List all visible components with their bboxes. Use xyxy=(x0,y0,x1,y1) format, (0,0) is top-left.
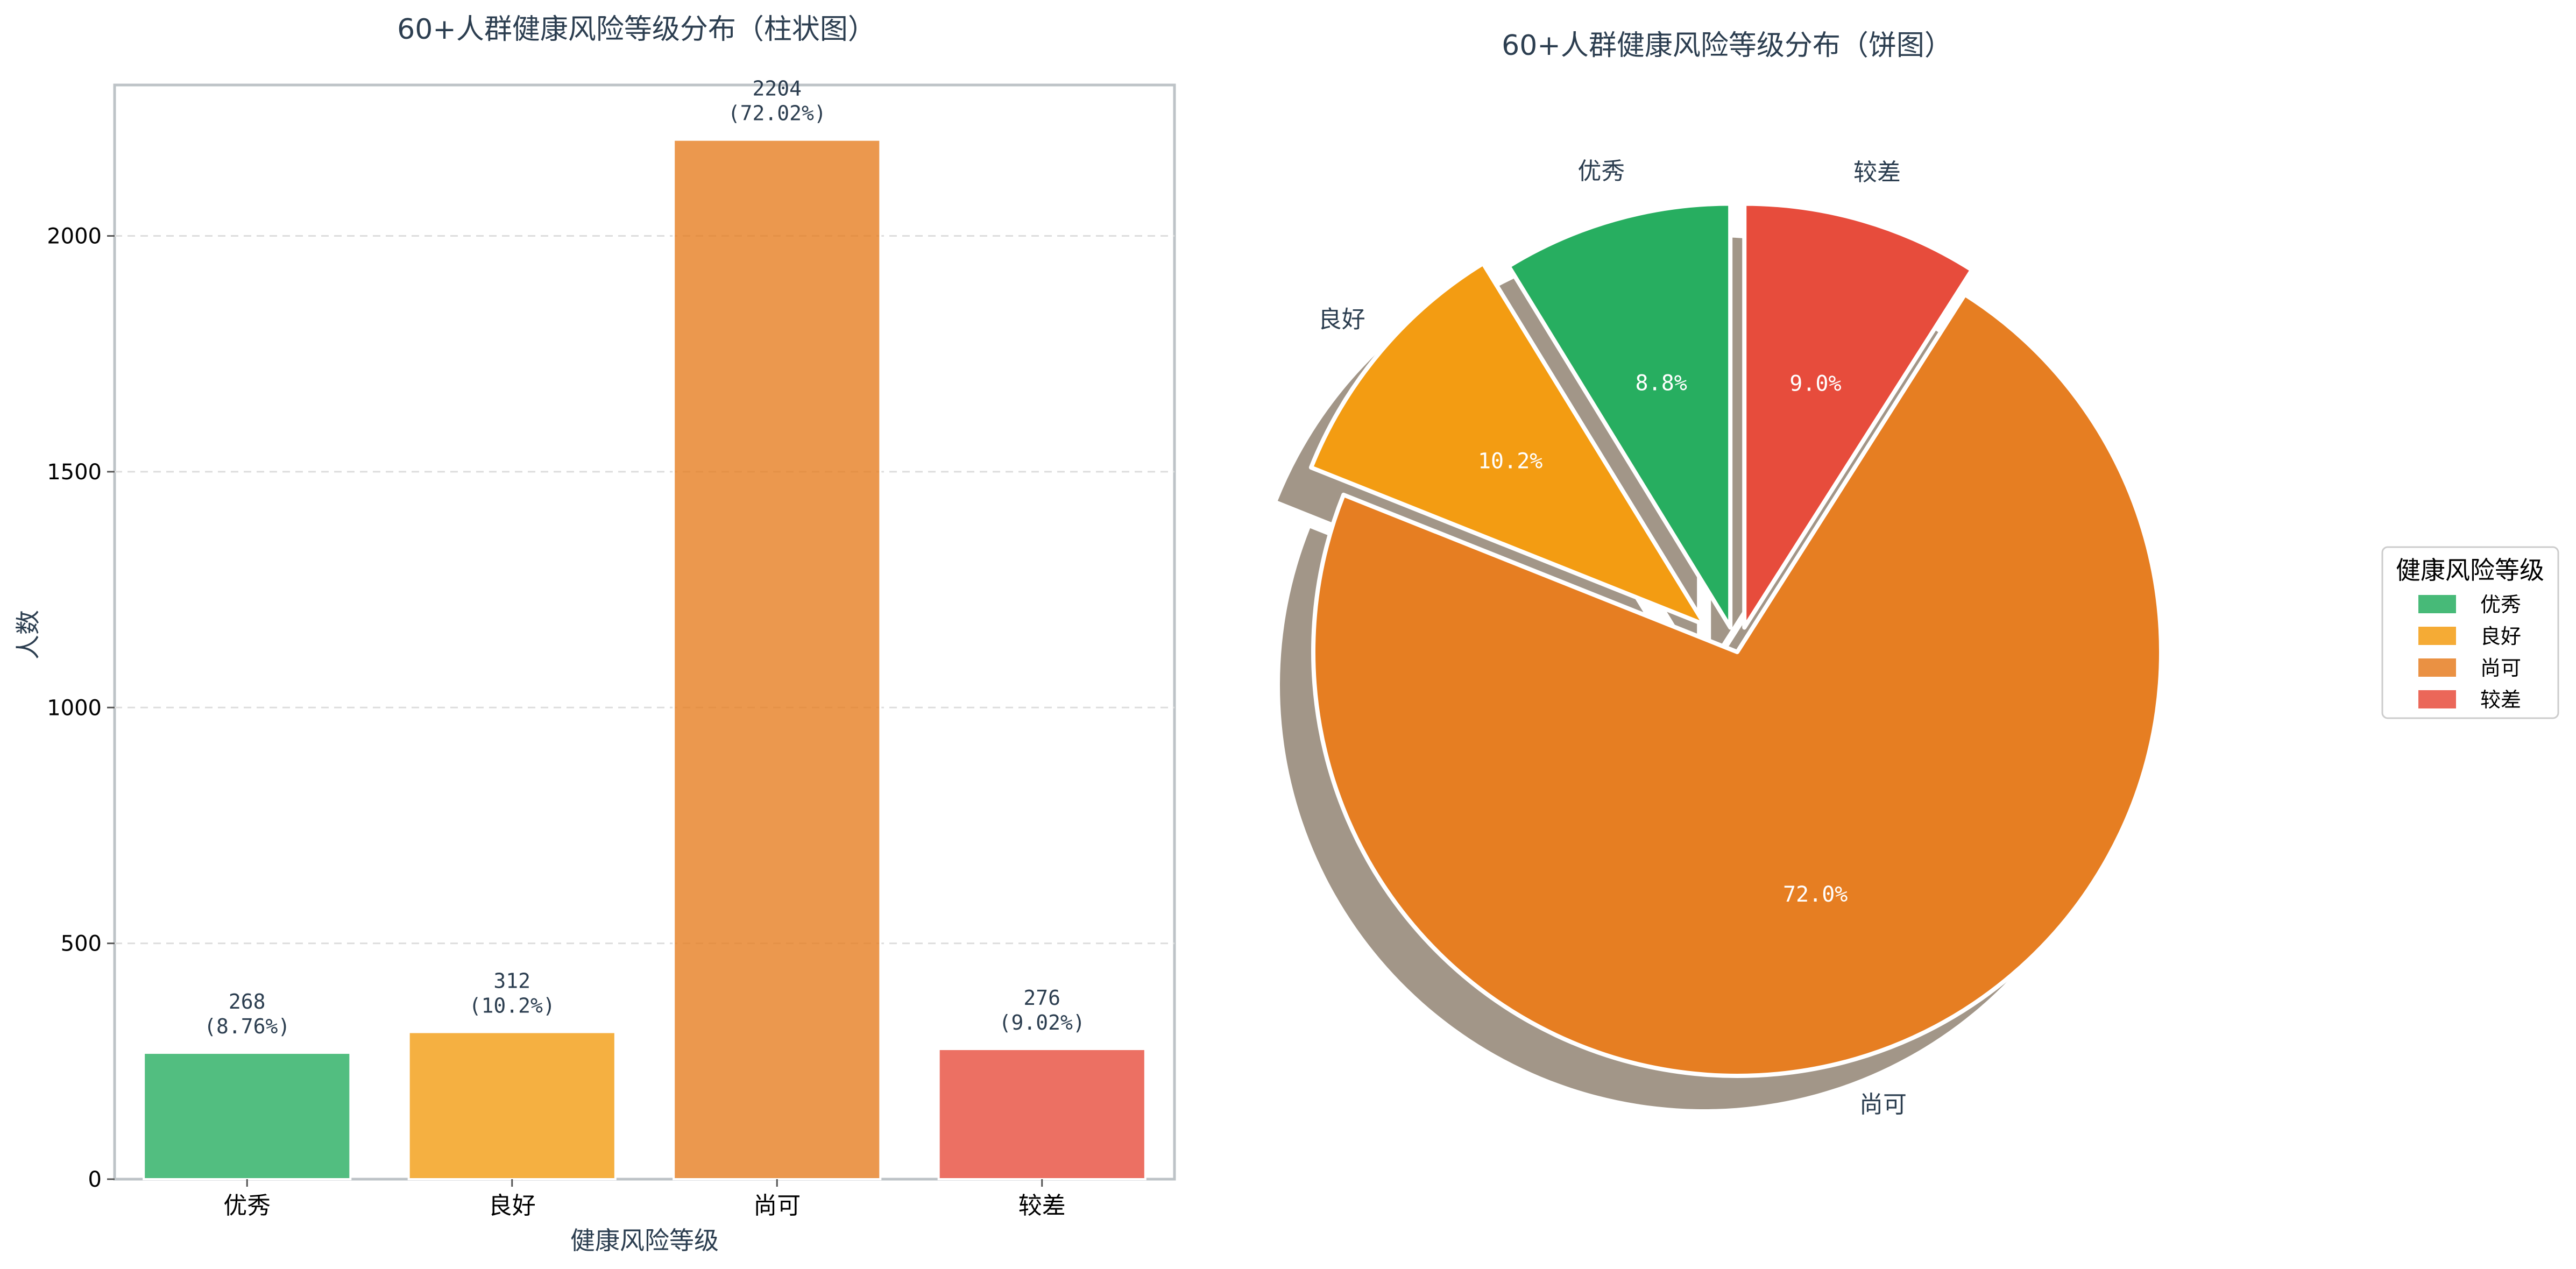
bar xyxy=(407,1031,617,1180)
legend-swatch xyxy=(2418,627,2456,645)
legend-entry-label: 良好 xyxy=(2480,625,2521,648)
bar-gridlines xyxy=(115,235,1174,945)
y-tick-label: 1000 xyxy=(47,696,102,720)
bar-value-label: 276 (9.02%) xyxy=(999,986,1085,1034)
x-tick-label: 较差 xyxy=(1018,1192,1066,1220)
bar-value-label: 2204 (72.02%) xyxy=(728,77,826,125)
bar-y-axis-label: 人数 xyxy=(13,610,43,660)
pie-slice xyxy=(1506,201,1733,630)
x-tick-label: 优秀 xyxy=(223,1192,271,1220)
bar xyxy=(937,1048,1147,1181)
legend-entry-label: 优秀 xyxy=(2480,593,2521,616)
pie-percent-label: 9.0% xyxy=(1789,372,1841,396)
bar-y-axis-ticks: 0 500 1000 1500 2000 xyxy=(47,224,115,1192)
bar xyxy=(143,1052,352,1181)
pie-percent-label: 8.8% xyxy=(1636,371,1687,395)
x-tick-label: 尚可 xyxy=(753,1192,801,1220)
legend-swatch xyxy=(2418,595,2456,613)
pie-slice xyxy=(1311,292,2163,1078)
legend-entry-label: 尚可 xyxy=(2480,656,2521,680)
legend-swatch xyxy=(2418,658,2456,677)
pie-slices xyxy=(1308,201,2163,1078)
legend-swatch xyxy=(2418,690,2456,708)
x-tick-label: 良好 xyxy=(489,1192,536,1220)
bar-plot-frame xyxy=(113,83,1176,1181)
y-tick-label: 0 xyxy=(88,1167,102,1192)
legend-title: 健康风险等级 xyxy=(2396,556,2544,585)
pie-slice xyxy=(1308,261,1707,627)
bar-value-labels: 268 (8.76%) 312 (10.2%) 2204 (72.02%) 276 (9.02… xyxy=(204,77,1085,1038)
pie-percent-label: 10.2% xyxy=(1478,449,1542,474)
bar-x-axis-ticks: 优秀 良好 尚可 较差 xyxy=(223,1179,1066,1220)
pie-category-label: 尚可 xyxy=(1859,1091,1907,1118)
y-tick-label: 500 xyxy=(61,932,102,956)
pie-chart: 60+人群健康风险等级分布（饼图） 8.8% 10.2% 72.0% 9.0% 优秀良… xyxy=(1277,30,2163,1118)
pie-percent-labels: 8.8% 10.2% 72.0% 9.0% xyxy=(1478,371,1848,906)
bar-chart: 60+人群健康风险等级分布（柱状图） 0 500 1000 1500 2000 268(… xyxy=(13,13,1176,1255)
bar-x-axis-label: 健康风险等级 xyxy=(570,1226,719,1255)
bar-value-label: 312 (10.2%) xyxy=(469,969,555,1017)
pie-chart-title: 60+人群健康风险等级分布（饼图） xyxy=(1502,30,1952,62)
pie-percent-label: 72.0% xyxy=(1783,882,1848,907)
bar-chart-title: 60+人群健康风险等级分布（柱状图） xyxy=(397,13,876,46)
bar-series xyxy=(143,138,1147,1181)
pie-category-label: 优秀 xyxy=(1577,158,1625,185)
y-tick-label: 2000 xyxy=(47,224,102,249)
pie-slice xyxy=(1742,201,1975,630)
pie-category-label: 较差 xyxy=(1853,159,1901,186)
legend-entry-label: 较差 xyxy=(2480,688,2521,712)
pie-category-label: 良好 xyxy=(1318,306,1365,334)
bar-value-label: 268 (8.76%) xyxy=(204,990,290,1038)
y-tick-label: 1500 xyxy=(47,460,102,485)
bar xyxy=(673,138,882,1181)
